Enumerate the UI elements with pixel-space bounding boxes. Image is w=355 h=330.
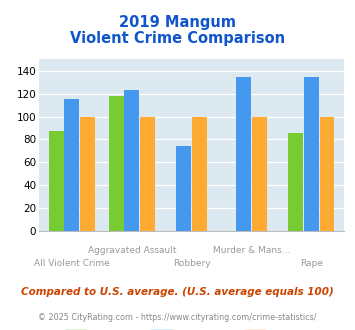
Bar <box>252 116 267 231</box>
Bar <box>109 96 124 231</box>
Text: Compared to U.S. average. (U.S. average equals 100): Compared to U.S. average. (U.S. average … <box>21 287 334 297</box>
Bar <box>304 77 319 231</box>
Bar <box>176 146 191 231</box>
Text: Robbery: Robbery <box>173 259 211 268</box>
Text: Violent Crime Comparison: Violent Crime Comparison <box>70 31 285 46</box>
Text: Rape: Rape <box>300 259 323 268</box>
Bar <box>124 90 139 231</box>
Bar <box>288 133 303 231</box>
Text: Aggravated Assault: Aggravated Assault <box>88 246 176 255</box>
Text: All Violent Crime: All Violent Crime <box>34 259 110 268</box>
Bar <box>320 116 334 231</box>
Bar <box>80 116 95 231</box>
Bar <box>236 77 251 231</box>
Bar <box>65 99 80 231</box>
Bar <box>140 116 155 231</box>
Legend: Mangum, Oklahoma, National: Mangum, Oklahoma, National <box>61 326 323 330</box>
Bar <box>49 131 64 231</box>
Text: © 2025 CityRating.com - https://www.cityrating.com/crime-statistics/: © 2025 CityRating.com - https://www.city… <box>38 313 317 322</box>
Text: 2019 Mangum: 2019 Mangum <box>119 15 236 30</box>
Text: Murder & Mans...: Murder & Mans... <box>213 246 290 255</box>
Bar <box>192 116 207 231</box>
